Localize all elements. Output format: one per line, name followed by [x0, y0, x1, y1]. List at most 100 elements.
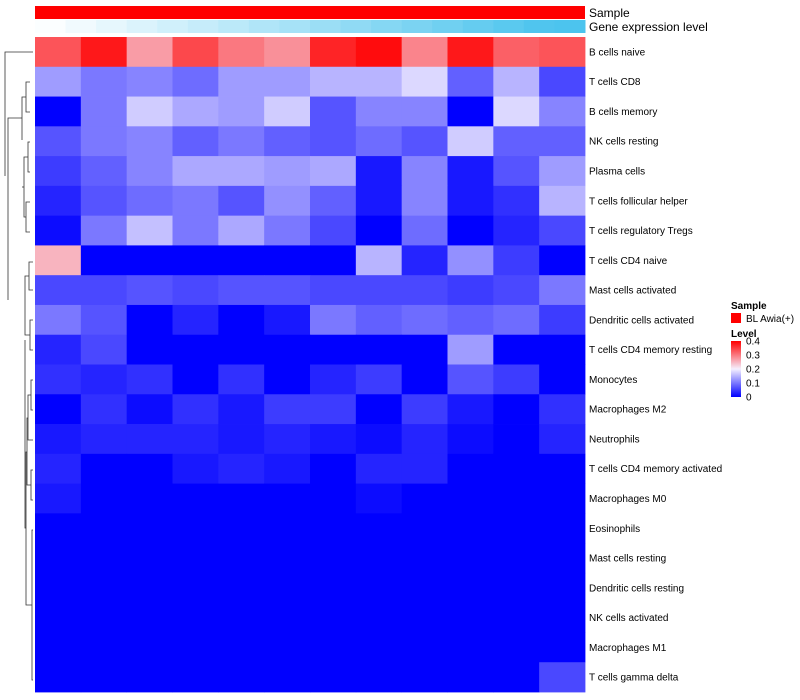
- dendrogram-branch: [24, 340, 26, 529]
- heatmap-cell: [493, 96, 540, 127]
- heatmap-cell: [172, 37, 219, 68]
- heatmap-cell: [126, 215, 173, 246]
- heatmap-cell: [264, 215, 311, 246]
- heatmap-cell: [447, 334, 494, 365]
- heatmap-cell: [218, 156, 265, 187]
- heatmap-cell: [401, 453, 448, 484]
- heatmap-cell: [310, 572, 357, 604]
- heatmap-cell: [310, 513, 357, 544]
- row-label: T cells CD4 memory resting: [589, 345, 712, 356]
- heatmap-cell: [80, 632, 128, 663]
- heatmap-cell: [126, 156, 173, 187]
- heatmap-cell: [264, 513, 311, 544]
- heatmap-cell: [172, 543, 219, 574]
- heatmap-cell: [126, 424, 173, 455]
- heatmap-cell: [447, 662, 494, 693]
- heatmap-cell: [539, 513, 586, 544]
- legend-sample-swatch: [731, 313, 741, 323]
- heatmap-cell: [264, 96, 311, 127]
- heatmap-cell: [355, 364, 403, 395]
- heatmap-cell: [264, 37, 311, 68]
- heatmap-cell: [355, 394, 403, 425]
- heatmap-cell: [80, 483, 128, 514]
- legend-level-title: Level: [731, 329, 757, 340]
- row-label: T cells gamma delta: [589, 673, 679, 684]
- heatmap-cell: [126, 632, 173, 663]
- gene-annotation-label: Gene expression level: [589, 20, 708, 34]
- heatmap-cell: [310, 364, 357, 395]
- heatmap-cell: [539, 394, 586, 425]
- row-label: Dendritic cells activated: [589, 315, 694, 326]
- heatmap-cell: [310, 245, 357, 276]
- heatmap-cell: [355, 245, 403, 276]
- heatmap-cell: [172, 394, 219, 425]
- heatmap-cell: [218, 424, 265, 455]
- heatmap-cell: [539, 662, 586, 693]
- heatmap-cell: [539, 185, 586, 217]
- heatmap-cell: [355, 66, 403, 97]
- heatmap-cell: [35, 215, 82, 246]
- heatmap-cell: [447, 543, 494, 574]
- heatmap-cell: [539, 304, 586, 336]
- heatmap-cell: [447, 185, 494, 217]
- row-label: B cells naive: [589, 47, 646, 58]
- row-label: Macrophages M1: [589, 643, 667, 654]
- dendrogram-branch: [25, 201, 30, 233]
- gene-annotation-cell: [187, 20, 219, 33]
- heatmap-cell: [310, 156, 357, 187]
- heatmap-cell: [218, 453, 265, 484]
- heatmap-cell: [218, 37, 265, 68]
- heatmap-cell: [310, 215, 357, 246]
- heatmap-cell: [172, 66, 219, 97]
- heatmap-cell: [493, 662, 540, 693]
- row-label: T cells CD8: [589, 77, 641, 88]
- heatmap-cell: [355, 156, 403, 187]
- heatmap-cell: [80, 394, 128, 425]
- heatmap-cell: [493, 275, 540, 306]
- heatmap-cell: [355, 543, 403, 574]
- heatmap-cell: [80, 602, 128, 633]
- heatmap-cell: [172, 245, 219, 276]
- gene-annotation-cell: [340, 20, 372, 33]
- dendrogram-branch: [25, 81, 30, 113]
- heatmap-cell: [218, 483, 265, 514]
- heatmap-cell: [172, 453, 219, 484]
- heatmap-cell: [310, 632, 357, 663]
- heatmap-cell: [493, 66, 540, 97]
- heatmap-cell: [447, 96, 494, 127]
- heatmap-cell: [447, 424, 494, 455]
- heatmap-cell: [493, 543, 540, 574]
- heatmap-cell: [493, 632, 540, 663]
- sample-annotation-label: Sample: [589, 6, 630, 20]
- heatmap-cell: [493, 424, 540, 455]
- heatmap-cell: [172, 215, 219, 246]
- gene-annotation-cell: [248, 20, 280, 33]
- row-label: Mast cells resting: [589, 554, 666, 565]
- heatmap-cell: [264, 364, 311, 395]
- row-label: Monocytes: [589, 375, 637, 386]
- heatmap-cell: [80, 275, 128, 306]
- heatmap-cell: [35, 37, 82, 68]
- heatmap-cell: [401, 483, 448, 514]
- sample-annotation-bar: [35, 6, 585, 19]
- heatmap-cell: [35, 572, 82, 604]
- heatmap-cell: [447, 245, 494, 276]
- heatmap-cell: [539, 245, 586, 276]
- heatmap-cell: [539, 334, 586, 365]
- heatmap-cell: [447, 126, 494, 157]
- gene-annotation-cell: [432, 20, 464, 33]
- heatmap-cell: [126, 513, 173, 544]
- row-labels: B cells naive T cells CD8 B cells memory NK…: [589, 47, 722, 683]
- row-label: T cells CD4 memory activated: [589, 464, 722, 475]
- heatmap-cell: [310, 126, 357, 157]
- heatmap-cell: [493, 572, 540, 604]
- heatmap-cell: [35, 632, 82, 663]
- heatmap-cell: [264, 572, 311, 604]
- gene-annotation-cell: [126, 20, 158, 33]
- heatmap-cell: [355, 632, 403, 663]
- heatmap-cell: [310, 275, 357, 306]
- gene-annotation-cell: [310, 20, 342, 33]
- heatmap-cell: [264, 483, 311, 514]
- heatmap-cell: [80, 662, 128, 693]
- heatmap-cell: [401, 662, 448, 693]
